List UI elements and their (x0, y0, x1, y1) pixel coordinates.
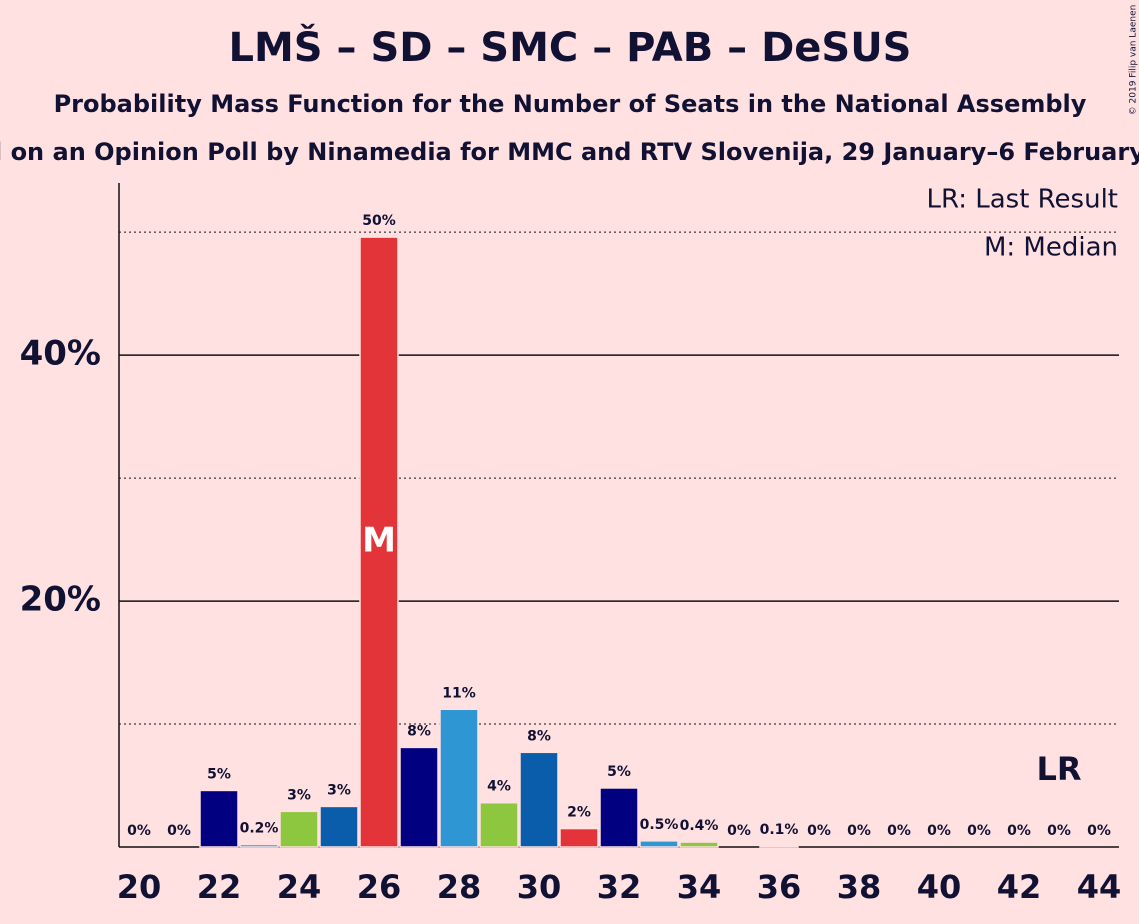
bar (679, 841, 719, 848)
legend-entry: M: Median (984, 233, 1118, 263)
value-label: 0% (1047, 823, 1071, 839)
bar (199, 789, 239, 848)
x-tick-label: 44 (1077, 868, 1122, 906)
bar (319, 805, 359, 848)
chart-subtitle: Probability Mass Function for the Number… (54, 90, 1087, 118)
value-label: 4% (487, 779, 511, 795)
x-tick-label: 20 (117, 868, 162, 906)
bar (359, 236, 399, 848)
x-tick-label: 34 (677, 868, 722, 906)
value-label: 0.1% (760, 822, 799, 838)
chart-title: LMŠ – SD – SMC – PAB – DeSUS (228, 23, 911, 71)
y-tick-label: 20% (20, 580, 101, 620)
x-tick-label: 26 (357, 868, 402, 906)
value-label: 0.5% (640, 817, 679, 833)
value-label: 2% (567, 805, 591, 821)
bar (439, 708, 479, 848)
value-label: 0% (807, 823, 831, 839)
bar (399, 746, 439, 848)
x-tick-label: 36 (757, 868, 802, 906)
x-tick-label: 42 (997, 868, 1042, 906)
value-label: 0% (887, 823, 911, 839)
bar (479, 801, 519, 848)
value-label: 0% (1087, 823, 1111, 839)
y-tick-label: 40% (20, 334, 101, 374)
value-label: 0% (727, 823, 751, 839)
bar (279, 810, 319, 848)
x-tick-label: 22 (197, 868, 242, 906)
legend-entry: LR: Last Result (926, 185, 1118, 215)
last-result-marker: LR (1036, 750, 1081, 788)
value-label: 3% (287, 787, 311, 803)
value-label: 0% (847, 823, 871, 839)
value-label: 0% (127, 823, 151, 839)
bar (599, 787, 639, 848)
value-label: 8% (527, 728, 551, 744)
x-tick-label: 28 (437, 868, 482, 906)
x-tick-label: 32 (597, 868, 642, 906)
x-tick-label: 40 (917, 868, 962, 906)
value-label: 0% (167, 823, 191, 839)
value-label: 50% (362, 213, 396, 229)
median-marker: M (362, 521, 396, 561)
value-label: 0% (967, 823, 991, 839)
bar (239, 843, 279, 848)
value-label: 11% (442, 685, 476, 701)
bar (559, 827, 599, 848)
value-label: 0.2% (240, 821, 279, 837)
bar (639, 840, 679, 848)
copyright: © 2019 Filip van Laenen (1129, 5, 1139, 116)
value-label: 3% (327, 782, 351, 798)
value-label: 0.4% (680, 818, 719, 834)
value-label: 0% (927, 823, 951, 839)
x-tick-label: 24 (277, 868, 322, 906)
value-label: 5% (607, 764, 631, 780)
chart-subtitle: Based on an Opinion Poll by Ninamedia fo… (0, 138, 1139, 166)
bar (519, 751, 559, 848)
value-label: 8% (407, 723, 431, 739)
x-tick-label: 30 (517, 868, 562, 906)
bar (759, 845, 799, 848)
value-label: 0% (1007, 823, 1031, 839)
x-tick-label: 38 (837, 868, 882, 906)
value-label: 5% (207, 766, 231, 782)
